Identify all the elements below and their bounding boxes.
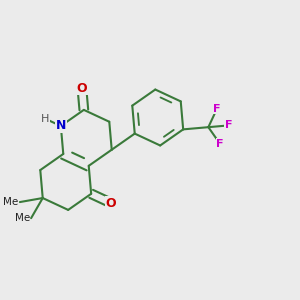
Text: F: F: [225, 120, 232, 130]
Text: O: O: [106, 196, 116, 210]
Text: F: F: [216, 139, 224, 149]
Text: N: N: [56, 119, 66, 133]
Text: O: O: [76, 82, 87, 94]
Text: Me: Me: [3, 197, 19, 207]
Text: H: H: [41, 114, 49, 124]
Text: F: F: [213, 104, 221, 114]
Text: Me: Me: [15, 213, 30, 223]
